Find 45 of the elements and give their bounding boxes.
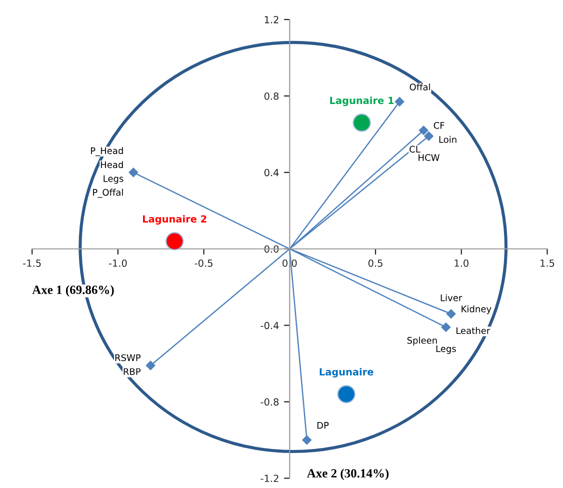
- annotation: HCW: [418, 154, 440, 161]
- y-tick-label: -1.2: [260, 474, 278, 482]
- y-tick-label: -0.4: [260, 322, 279, 330]
- annotation: P_Head: [91, 147, 123, 156]
- x-tick-label: 0.5: [368, 259, 382, 267]
- point: [394, 96, 404, 107]
- annotation: CL: [410, 146, 420, 153]
- y-tick-label: 1.2: [264, 16, 278, 24]
- annotation: Loin: [439, 136, 456, 143]
- annotation: Liver: [440, 294, 462, 302]
- point: [337, 385, 356, 404]
- annotation: Kidney: [462, 305, 492, 314]
- point: [418, 125, 429, 136]
- annotation: RSWP: [115, 354, 141, 362]
- series-label: Lagunaire 1: [330, 96, 394, 106]
- annotation: Legs: [436, 345, 456, 354]
- x-tick-label: 1.0: [454, 259, 468, 267]
- annotation: RBP: [124, 368, 141, 375]
- point: [352, 114, 371, 132]
- point: [146, 360, 156, 370]
- annotation: Legs: [104, 175, 124, 184]
- series-label: Lagunaire 2: [143, 215, 206, 225]
- annotation: Spleen: [407, 336, 437, 346]
- x-tick-label: 1.5: [540, 260, 554, 267]
- y-tick-label: -0.8: [260, 398, 279, 406]
- y-axis-title: Axe 2 (30.14%): [306, 468, 389, 480]
- annotation: Leather: [456, 327, 490, 334]
- annotation: DP: [317, 422, 329, 429]
- x-tick-label: -0.5: [194, 259, 212, 267]
- y-tick-label: 0.8: [264, 92, 279, 100]
- x-tick-label: -1.0: [108, 259, 127, 267]
- x-tick-label: -1.5: [23, 260, 41, 267]
- annotation: CF: [434, 122, 444, 129]
- y-tick-label: 0.4: [264, 168, 279, 176]
- point: [166, 232, 184, 250]
- point: [446, 308, 456, 319]
- annotation: P_Offal: [93, 188, 123, 198]
- point: [424, 131, 434, 142]
- point: [302, 435, 312, 445]
- annotation: Head: [100, 161, 123, 168]
- series-label: Lagunaire: [320, 368, 374, 378]
- point: [441, 322, 451, 332]
- annotation: Offal: [410, 83, 430, 90]
- point: [128, 168, 138, 178]
- x-axis-title: Axe 1 (69.86%): [32, 285, 114, 297]
